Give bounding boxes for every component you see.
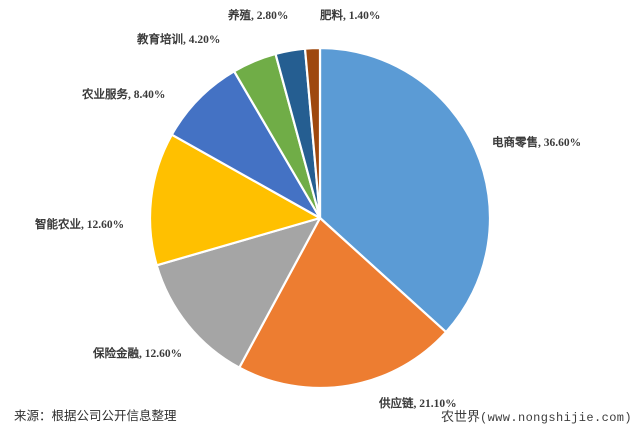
pie-label-gongyinglian: 供应链, 21.10% [379,398,457,410]
pie-slice [155,216,322,369]
pie-slice-group [148,46,492,390]
pie-label-yangzhi: 养殖, 2.80% [228,10,289,22]
pie-label-nongye-fuwu: 农业服务, 8.40% [82,89,166,101]
pie-label-dianshang-lingshou: 电商零售, 36.60% [492,137,582,149]
pie-label-baoxian-jinrong: 保险金融, 12.60% [93,348,183,360]
pie-slice [170,70,322,220]
pie-label-jiaoyu-peixun: 教育培训, 4.20% [137,34,221,46]
pie-slice [318,46,492,334]
pie-slice [238,216,448,390]
pie-slice [148,133,322,267]
watermark-url: (www.nongshijie.com) [479,411,632,425]
source-note: 来源：根据公司公开信息整理 [14,409,177,423]
pie-slice [303,46,322,220]
watermark: 农世界(www.nongshijie.com) [441,406,632,425]
pie-label-zhineng-nongye: 智能农业, 12.60% [35,219,125,231]
watermark-brand: 农世界 [440,409,480,424]
pie-label-feiliao: 肥料, 1.40% [320,10,381,22]
